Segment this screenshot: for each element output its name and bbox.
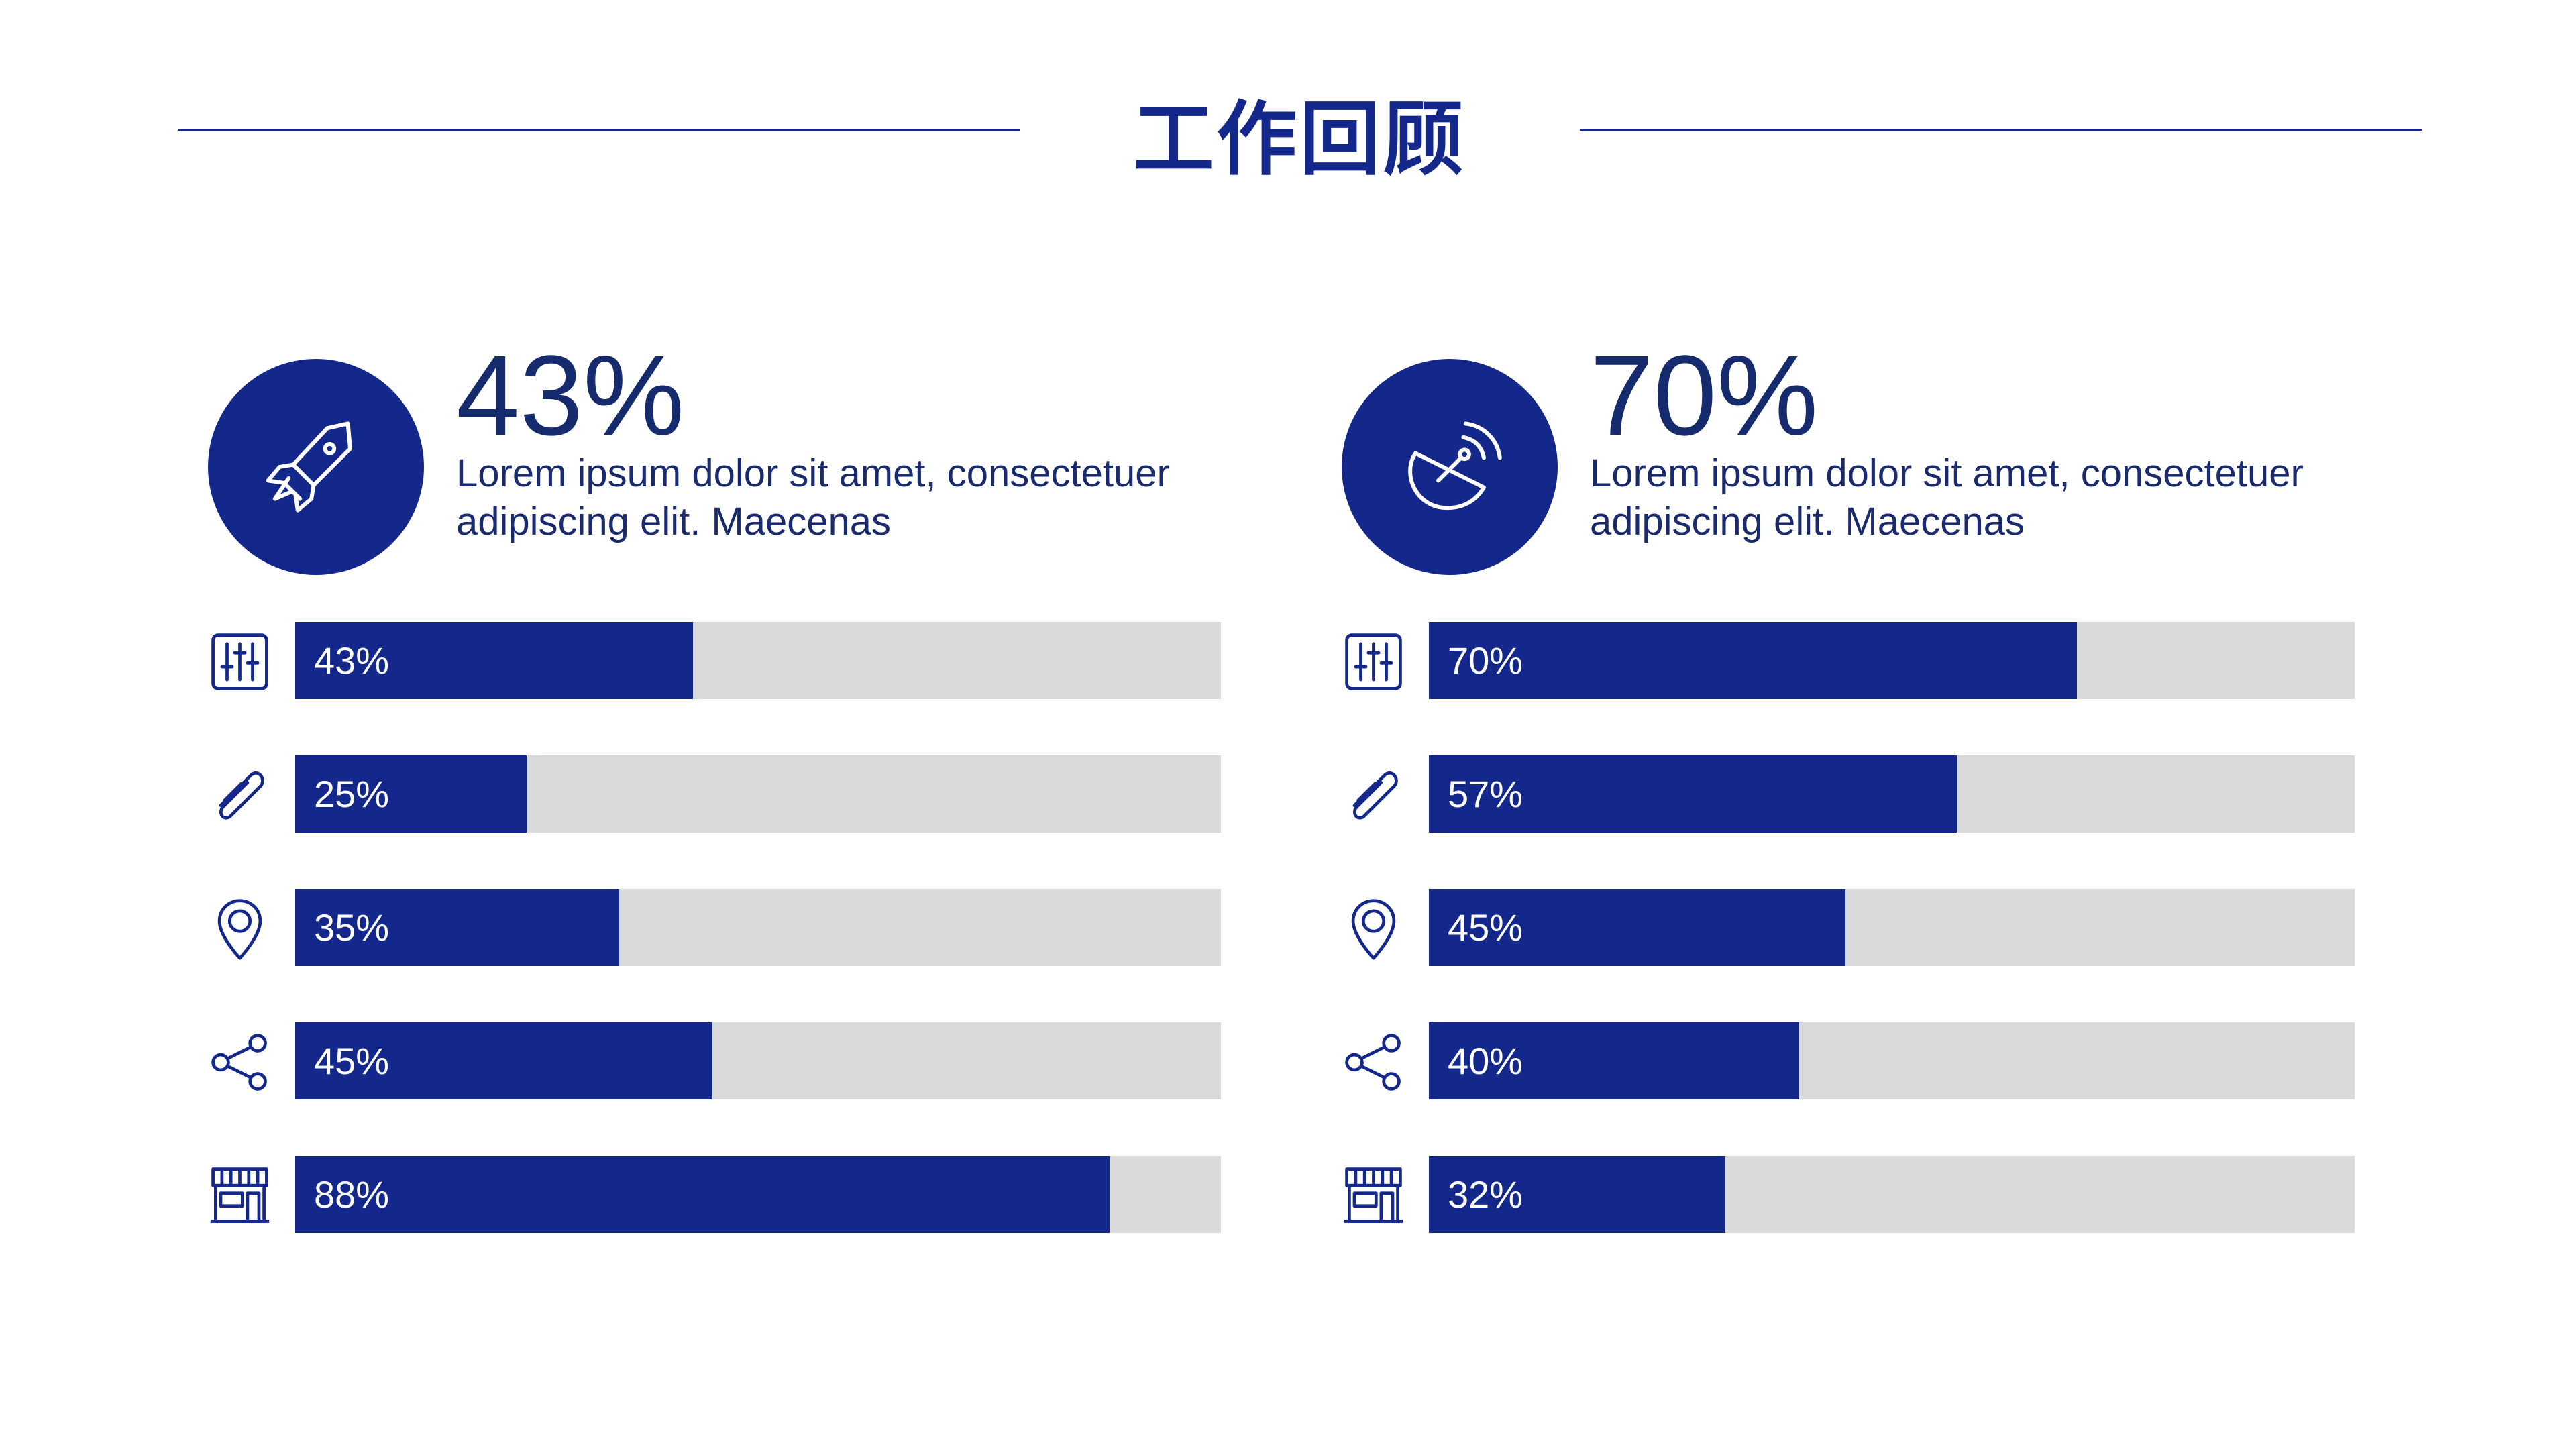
location-pin-icon [208,897,272,961]
bar-fill [295,889,619,966]
bar-row: 43% [208,622,1221,699]
bar-fill [1429,889,1845,966]
bar-row: 32% [1342,1156,2355,1233]
bar-row: 45% [1342,889,2355,966]
panel-description: Lorem ipsum dolor sit amet, consectetuer… [1590,449,2395,546]
description-line-1: Lorem ipsum dolor sit amet, consectetuer [456,451,1170,495]
headline-percentage: 70% [1590,332,1819,460]
location-pin-icon [1342,897,1405,961]
bar-fill [295,1022,712,1099]
bar-fill [295,1156,1110,1233]
bar-row: 40% [1342,1022,2355,1099]
bar-fill [1429,755,1957,833]
stats-panel-left: 43% Lorem ipsum dolor sit amet, consecte… [0,0,1221,1449]
description-line-1: Lorem ipsum dolor sit amet, consectetuer [1590,451,2304,495]
bar-track: 25% [295,755,1221,833]
bar-fill [295,622,694,699]
share-icon [208,1030,272,1094]
paperclip-icon [1342,763,1405,827]
bar-value-label: 40% [1448,1040,1523,1082]
bar-fill [1429,1022,1799,1099]
bar-value-label: 32% [1448,1173,1523,1216]
title-bar: 工作回顾 [0,67,2576,201]
bar-row: 57% [1342,755,2355,833]
bar-track: 45% [1429,889,2355,966]
bar-row: 35% [208,889,1221,966]
bar-track: 32% [1429,1156,2355,1233]
bar-value-label: 70% [1448,639,1523,682]
bar-value-label: 45% [314,1040,390,1082]
sliders-icon [1342,630,1405,694]
share-icon [1342,1030,1405,1094]
title-divider-left [178,129,1020,131]
bar-track: 43% [295,622,1221,699]
bar-fill [1429,1156,1725,1233]
storefront-icon [1342,1164,1405,1228]
bar-row: 70% [1342,622,2355,699]
bar-value-label: 88% [314,1173,390,1216]
rocket-badge [208,359,424,575]
bar-fill [295,755,527,833]
satellite-dish-icon [1408,421,1502,511]
bar-row: 45% [208,1022,1221,1099]
bar-track: 70% [1429,622,2355,699]
bar-value-label: 43% [314,639,390,682]
bar-value-label: 45% [1448,906,1523,949]
bar-track: 35% [295,889,1221,966]
rocket-icon [266,421,352,513]
description-line-2: adipiscing elit. Maecenas [1590,500,2025,543]
bar-track: 40% [1429,1022,2355,1099]
bar-value-label: 25% [314,773,390,815]
bar-value-label: 57% [1448,773,1523,815]
page-title: 工作回顾 [1133,93,1466,186]
bar-fill [1429,622,2077,699]
bar-track: 57% [1429,755,2355,833]
panel-description: Lorem ipsum dolor sit amet, consectetuer… [456,449,1261,546]
bar-track: 45% [295,1022,1221,1099]
bar-value-label: 35% [314,906,390,949]
storefront-icon [208,1164,272,1228]
sliders-icon [208,630,272,694]
satellite-dish-badge [1342,359,1558,575]
paperclip-icon [208,763,272,827]
bar-row: 25% [208,755,1221,833]
description-line-2: adipiscing elit. Maecenas [456,500,892,543]
bar-row: 88% [208,1156,1221,1233]
stats-panel-right: 70% Lorem ipsum dolor sit amet, consecte… [1134,0,2355,1449]
bar-track: 88% [295,1156,1221,1233]
headline-percentage: 43% [456,332,685,460]
title-divider-right [1580,129,2422,131]
